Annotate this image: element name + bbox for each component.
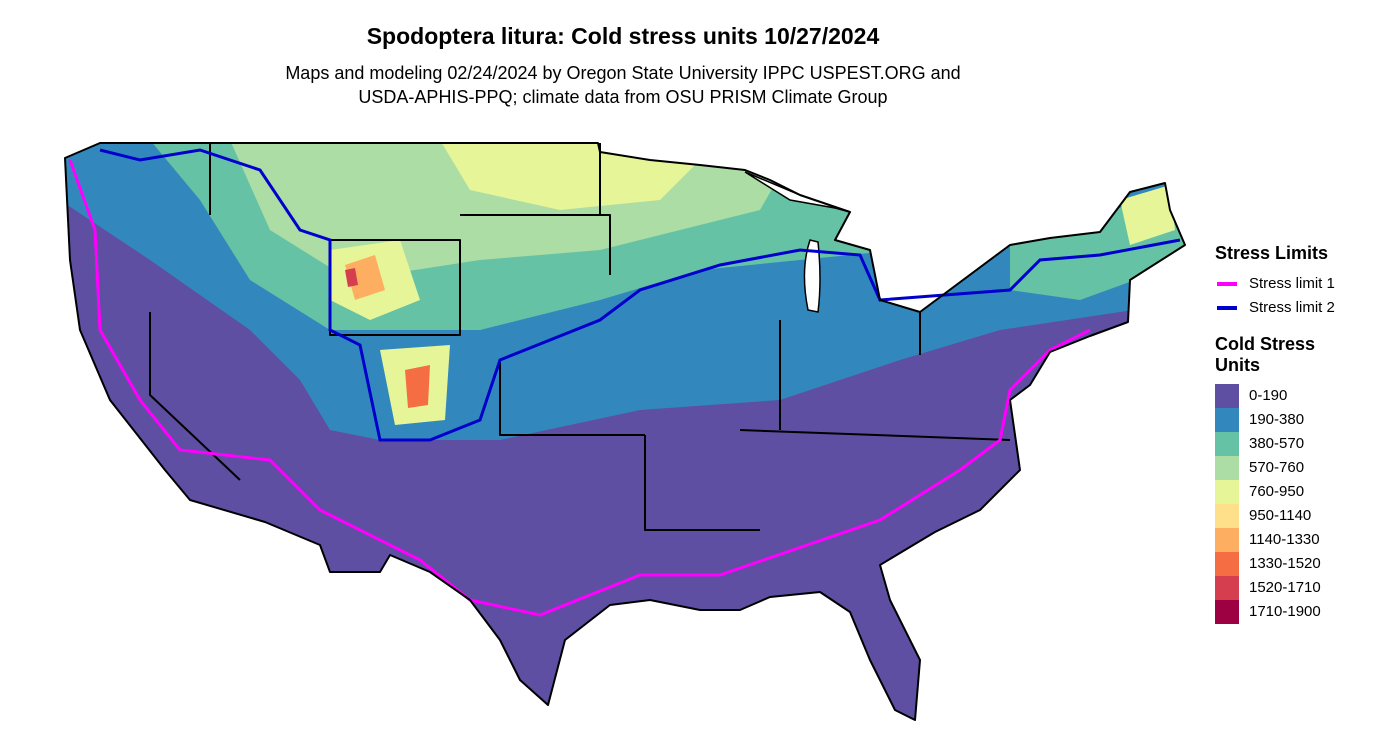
legend-label: 1330-1520	[1249, 555, 1321, 572]
legend-title: Units	[1215, 355, 1260, 375]
legend-label: 1520-1710	[1249, 579, 1321, 596]
legend-label: 950-1140	[1249, 507, 1311, 524]
map	[64, 142, 1186, 721]
legend-swatch	[1215, 384, 1239, 408]
legend-swatch	[1215, 600, 1239, 624]
legend-title: Cold Stress	[1215, 334, 1315, 354]
legend-title: Stress Limits	[1215, 243, 1328, 263]
legend-swatch	[1215, 504, 1239, 528]
region	[345, 268, 358, 287]
legend-label: 570-760	[1249, 459, 1304, 476]
legend-label: 760-950	[1249, 483, 1304, 500]
legend-swatch	[1215, 432, 1239, 456]
legend-label: 190-380	[1249, 411, 1304, 428]
region	[1120, 185, 1175, 245]
region	[345, 255, 385, 300]
legend-label: 1710-1900	[1249, 603, 1321, 620]
legend-swatch	[1215, 552, 1239, 576]
subtitle-line: USDA-APHIS-PPQ; climate data from OSU PR…	[358, 87, 887, 107]
subtitle-line: Maps and modeling 02/24/2024 by Oregon S…	[285, 63, 960, 83]
legend-swatch	[1215, 408, 1239, 432]
legend-label: Stress limit 2	[1249, 299, 1335, 316]
region	[405, 365, 430, 408]
legend-label: 1140-1330	[1249, 531, 1320, 548]
legend-label: Stress limit 1	[1249, 275, 1335, 292]
legend-swatch	[1215, 576, 1239, 600]
legend-label: 0-190	[1249, 387, 1287, 404]
legend-swatch	[1215, 456, 1239, 480]
legend-label: 380-570	[1249, 435, 1304, 452]
legend-swatch	[1215, 528, 1239, 552]
map-title: Spodoptera litura: Cold stress units 10/…	[367, 23, 880, 49]
legend-swatch	[1215, 480, 1239, 504]
legend: Stress Limits Cold Stress Units Stress l…	[1215, 243, 1335, 624]
